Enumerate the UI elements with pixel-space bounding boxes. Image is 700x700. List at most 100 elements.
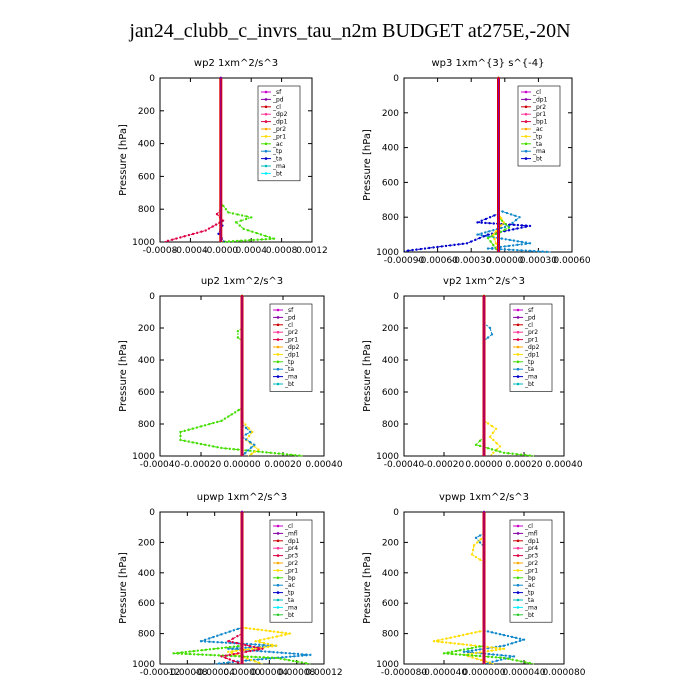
series-marker [260, 238, 263, 241]
series-marker [516, 227, 519, 230]
series-marker [179, 430, 182, 434]
legend-marker [264, 142, 268, 146]
series-marker [218, 662, 221, 665]
legend-marker [276, 524, 280, 528]
series-marker [253, 443, 256, 446]
legend-entry: _ma [284, 604, 298, 611]
series-marker [504, 222, 507, 226]
series-marker [465, 643, 469, 646]
series-marker [280, 631, 284, 634]
plot-frame [403, 77, 573, 253]
legend-marker [516, 308, 520, 312]
legend-entry: _pr3 [284, 553, 298, 560]
series-marker [224, 641, 228, 644]
series-marker [203, 424, 207, 427]
series-marker [251, 430, 254, 434]
y-tick-label: 0 [393, 292, 399, 302]
series-marker [524, 242, 527, 246]
series-marker [486, 233, 490, 236]
legend-entry: _ac [524, 582, 535, 589]
legend-entry: _dp2 [272, 111, 288, 118]
series-marker [293, 655, 296, 658]
series-marker [490, 655, 494, 659]
y-tick-label: 200 [138, 324, 155, 334]
series-marker [490, 333, 494, 336]
x-tick-label: 0.000080 [543, 668, 586, 678]
series-marker [476, 233, 479, 236]
legend-marker [276, 382, 280, 386]
legend-marker [264, 172, 268, 175]
x-tick-label: 0.00004 [251, 668, 288, 678]
series-marker [244, 650, 248, 654]
series-marker [228, 658, 231, 661]
series-marker [257, 648, 260, 651]
series-marker [494, 632, 498, 635]
series-marker [248, 644, 251, 648]
series-marker [510, 635, 514, 639]
series-marker [471, 656, 474, 659]
legend-entry: _ma [524, 374, 538, 381]
legend-entry: _dp2 [284, 344, 300, 351]
legend-entry: _ma [284, 374, 298, 381]
series-marker [474, 555, 478, 559]
series-marker [195, 442, 199, 445]
x-tick-label: 0.0012 [296, 246, 328, 256]
y-tick-label: 800 [138, 420, 155, 430]
legend-entry: _pr1 [532, 111, 546, 118]
series-marker [292, 659, 295, 663]
series-marker [284, 651, 287, 655]
series-marker [199, 442, 203, 446]
y-tick-label: 0 [393, 74, 399, 84]
series-marker [172, 652, 175, 655]
series-marker [506, 634, 510, 638]
series-marker [479, 538, 482, 541]
series-marker [236, 336, 240, 339]
series-marker [498, 633, 502, 636]
series-marker [466, 653, 470, 657]
figure-title: jan24_clubb_c_invrs_tau_n2m BUDGET at275… [129, 20, 571, 42]
series-marker [244, 426, 248, 430]
series-marker [237, 408, 240, 412]
series-marker [507, 657, 510, 660]
series-marker [184, 652, 188, 656]
x-tick-label: -0.0008 [143, 246, 178, 256]
series-marker [492, 222, 495, 225]
series-marker [235, 649, 238, 653]
series-marker [461, 633, 465, 637]
y-tick-label: 600 [382, 388, 399, 398]
series-marker [266, 656, 270, 659]
series-marker [256, 658, 260, 661]
series-marker [502, 633, 506, 637]
series-marker [188, 650, 191, 653]
legend-entry: _bt [524, 612, 535, 619]
series-marker [192, 649, 195, 653]
series-marker [441, 640, 444, 644]
series-marker [487, 652, 491, 656]
series-marker [494, 427, 498, 430]
series-marker [187, 233, 191, 237]
series-marker [516, 248, 519, 252]
series-marker [494, 242, 498, 245]
series-marker [292, 652, 296, 655]
series-marker [249, 643, 253, 646]
series-marker [512, 655, 516, 658]
series-marker [184, 650, 187, 654]
series-marker [232, 448, 235, 451]
series-marker [208, 444, 211, 447]
legend-marker [276, 308, 280, 312]
series-marker [466, 651, 470, 654]
series-marker [276, 651, 279, 654]
y-tick-label: 200 [138, 538, 155, 548]
series-marker [254, 655, 257, 659]
series-marker [264, 238, 268, 241]
legend-entry: _bp [284, 575, 296, 582]
series-marker [266, 645, 270, 648]
series-marker [474, 651, 478, 655]
series-marker [235, 239, 239, 243]
series-marker [231, 637, 235, 640]
series-marker [476, 221, 479, 224]
series-marker [179, 438, 182, 442]
legend-entry: _ta [532, 141, 542, 148]
series-marker [407, 249, 410, 252]
y-tick-label: 200 [382, 324, 399, 334]
